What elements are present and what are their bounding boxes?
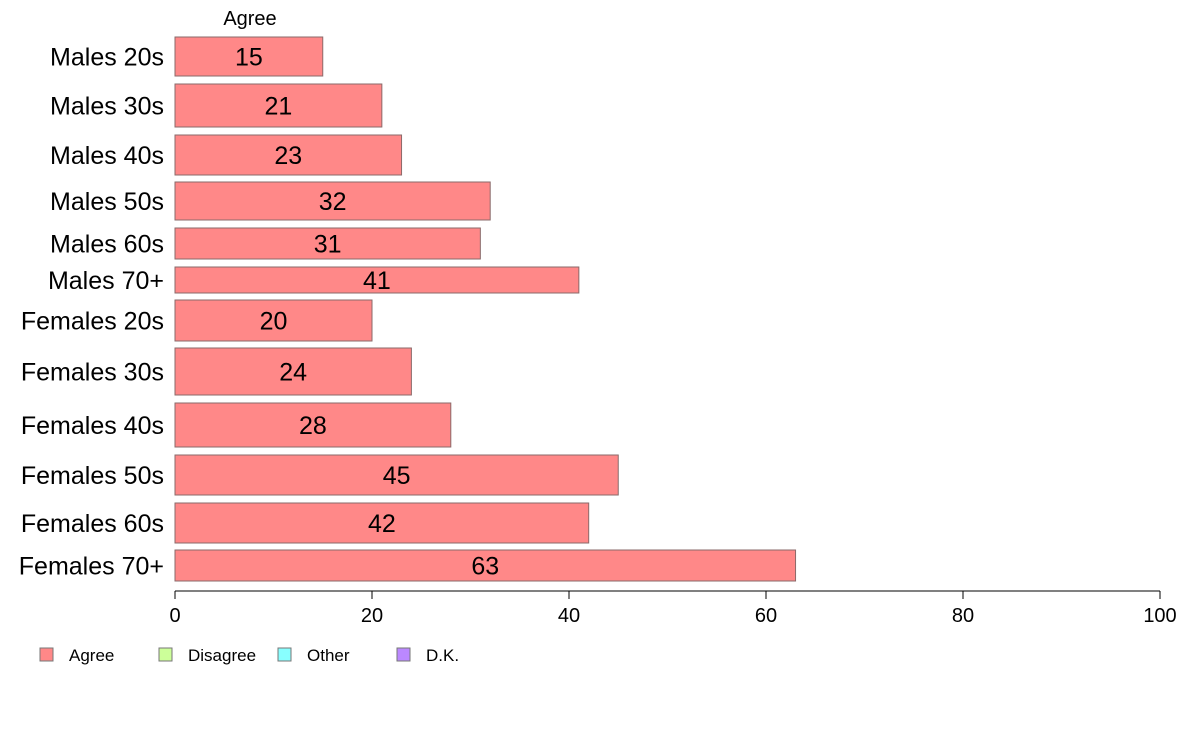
value-label: 32: [319, 188, 347, 216]
category-label: Males 20s: [50, 44, 164, 72]
bar-agree-3: [174, 181, 491, 221]
bar-agree-2: [174, 134, 403, 176]
category-label: Males 70+: [48, 267, 164, 295]
bar-agree-10: [174, 502, 590, 544]
bar-agree-7: [174, 347, 412, 396]
x-tick-label: 80: [952, 605, 974, 627]
legend: Agree Disagree Other D.K.: [39, 646, 459, 665]
value-label: 23: [274, 142, 302, 170]
bar-agree-1: [174, 83, 383, 128]
category-label: Females 50s: [21, 462, 164, 490]
category-label: Females 20s: [21, 308, 164, 336]
legend-swatch: [39, 647, 54, 662]
value-label: 41: [363, 267, 391, 295]
legend-label: Other: [307, 646, 350, 665]
legend-label: D.K.: [426, 646, 459, 665]
category-label: Females 60s: [21, 510, 164, 538]
category-label: Females 70+: [19, 553, 164, 581]
value-label: 24: [279, 359, 307, 387]
top-label: Agree: [223, 8, 276, 30]
legend-label: Agree: [69, 646, 114, 665]
category-label: Males 50s: [50, 188, 164, 216]
category-label: Males 60s: [50, 231, 164, 259]
value-label: 63: [471, 553, 499, 581]
x-tick-label: 60: [755, 605, 777, 627]
category-label: Females 40s: [21, 412, 164, 440]
value-label: 20: [260, 308, 288, 336]
bar-agree-6: [174, 299, 373, 342]
legend-swatch: [277, 647, 292, 662]
bar-agree-8: [174, 402, 452, 448]
value-label: 21: [265, 93, 293, 121]
value-label: 42: [368, 510, 396, 538]
x-tick-label: 100: [1143, 605, 1176, 627]
legend-swatch: [158, 647, 173, 662]
category-label: Males 30s: [50, 93, 164, 121]
value-label: 28: [299, 412, 327, 440]
x-tick-label: 20: [361, 605, 383, 627]
x-axis: 0 20 40 60 80 100: [169, 590, 1177, 627]
bar-agree-11: [174, 549, 797, 582]
value-label: 45: [383, 462, 411, 490]
legend-label: Disagree: [188, 646, 256, 665]
bar-agree-4: [174, 227, 481, 260]
bar-agree-0: [174, 36, 324, 77]
bar-agree-9: [174, 454, 619, 496]
value-label: 31: [314, 231, 342, 259]
category-labels: Males 20s Males 30s Males 40s Males 50s Male…: [19, 44, 164, 581]
category-label: Males 40s: [50, 142, 164, 170]
legend-swatch: [396, 647, 411, 662]
category-label: Females 30s: [21, 359, 164, 387]
bar-agree-5: [174, 266, 580, 294]
x-tick-label: 40: [558, 605, 580, 627]
x-tick-label: 0: [169, 605, 180, 627]
value-label: 15: [235, 44, 263, 72]
